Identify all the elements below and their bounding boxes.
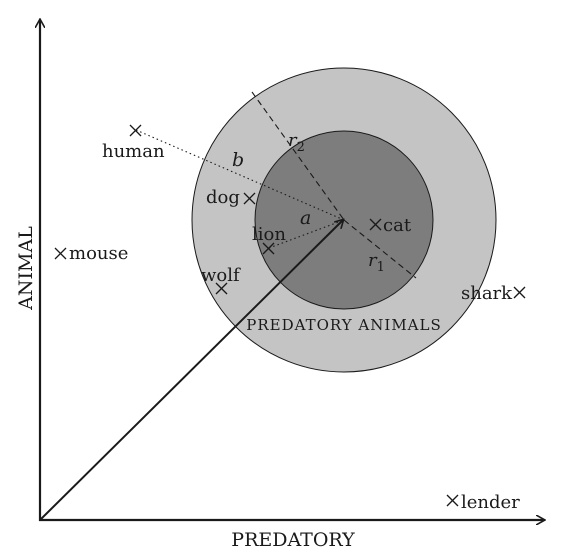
human-marker xyxy=(129,124,142,137)
x-axis-label: PREDATORY xyxy=(231,529,355,551)
radius-r1-label: r1 xyxy=(368,250,385,275)
lion-label: lion xyxy=(252,224,286,245)
y-axis-label: ANIMAL xyxy=(15,226,37,311)
dog-label: dog xyxy=(206,187,240,208)
radius-r2-label: r2 xyxy=(288,130,305,155)
cat-label: cat xyxy=(383,215,412,236)
mouse-label: mouse xyxy=(69,243,128,264)
predatory-animal-vector xyxy=(39,220,343,521)
predatory-animals-label: PREDATORY ANIMALS xyxy=(246,316,442,334)
distance-b-label: b xyxy=(232,149,244,171)
wolf-marker xyxy=(215,282,228,295)
cat-marker xyxy=(369,218,382,231)
radius-r2-line xyxy=(251,91,345,221)
radius-r1-line xyxy=(343,219,417,279)
distance-b-line xyxy=(135,129,345,221)
shark-label: shark xyxy=(461,283,513,304)
lion-marker xyxy=(262,242,275,255)
shark-marker xyxy=(513,286,526,299)
lender-marker xyxy=(446,494,459,507)
mouse-marker xyxy=(54,247,67,260)
lender-label: lender xyxy=(461,492,520,513)
distance-a-label: a xyxy=(300,207,311,229)
wolf-label: wolf xyxy=(201,265,241,286)
human-label: human xyxy=(102,141,165,162)
dog-marker xyxy=(243,192,256,205)
